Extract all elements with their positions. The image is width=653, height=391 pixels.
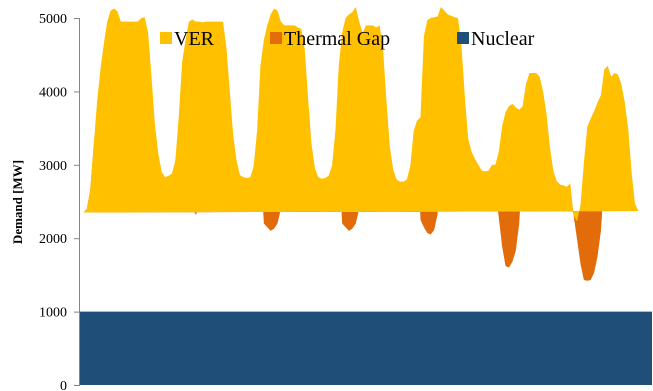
y-tick-label: 3000 [39,159,67,174]
y-tick-label: 0 [60,379,67,391]
legend-label-ver: VER [174,28,215,50]
legend-label-nuclear: Nuclear [471,28,535,50]
y-tick-label: 1000 [39,306,67,321]
legend: VER Thermal Gap Nuclear [160,28,535,50]
legend-label-thermal-gap: Thermal Gap [284,28,390,50]
area-series-nuclear [80,311,652,385]
legend-swatch-thermal-gap [270,32,282,44]
y-axis-ticks: 0 1000 2000 3000 4000 5000 [39,12,80,391]
y-axis-title: Demand [MW] [10,160,25,244]
y-tick-label: 2000 [39,232,67,247]
y-tick-label: 4000 [39,85,67,100]
legend-swatch-nuclear [457,32,469,44]
area-series-ver [80,6,639,222]
area-series-layer [80,6,652,385]
y-tick-label: 5000 [39,12,67,27]
legend-swatch-ver [160,32,172,44]
